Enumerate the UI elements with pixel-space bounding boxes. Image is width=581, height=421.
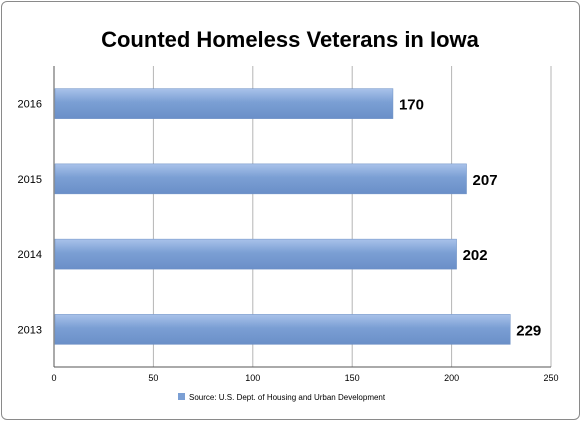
chart-title: Counted Homeless Veterans in Iowa [101,27,480,52]
bar-2013 [54,314,511,345]
bars: 170 207 202 229 [54,88,541,345]
bar-2015 [54,163,467,195]
x-tick-250: 250 [543,373,558,383]
y-axis-labels: 2016 2015 2014 2013 [18,99,42,337]
x-tick-100: 100 [245,373,260,383]
x-tick-50: 50 [148,373,158,383]
x-axis-labels: 0 50 100 150 200 250 [51,373,558,383]
x-tick-150: 150 [345,373,360,383]
bar-2016 [54,88,394,119]
legend-swatch [178,393,185,400]
legend: Source: U.S. Dept. of Housing and Urban … [178,393,386,402]
x-tick-0: 0 [51,373,56,383]
x-tick-200: 200 [444,373,459,383]
data-label-2013: 229 [516,322,541,339]
y-tick-2016: 2016 [18,99,42,111]
legend-label: Source: U.S. Dept. of Housing and Urban … [189,393,386,402]
y-tick-2013: 2013 [18,324,42,336]
data-label-2014: 202 [463,247,488,264]
y-tick-2015: 2015 [18,174,42,186]
data-label-2015: 207 [473,172,498,189]
data-label-2016: 170 [399,97,424,114]
bar-2014 [54,238,457,270]
y-tick-2014: 2014 [18,249,42,261]
